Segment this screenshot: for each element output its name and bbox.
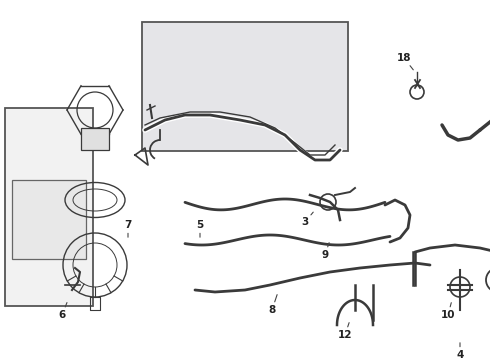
Text: 5: 5 bbox=[196, 220, 204, 237]
Text: 8: 8 bbox=[269, 294, 277, 315]
Text: 14: 14 bbox=[0, 359, 1, 360]
Bar bbox=[12, 180, 86, 259]
Text: 6: 6 bbox=[58, 302, 67, 320]
Text: 2: 2 bbox=[0, 359, 1, 360]
Text: 4: 4 bbox=[456, 343, 464, 360]
Bar bbox=[142, 22, 348, 151]
Text: 12: 12 bbox=[338, 323, 352, 340]
Text: 9: 9 bbox=[321, 243, 329, 260]
Text: 15: 15 bbox=[0, 359, 1, 360]
Text: 16: 16 bbox=[0, 359, 1, 360]
Bar bbox=[5, 108, 93, 306]
Text: 11: 11 bbox=[0, 359, 1, 360]
Text: 1: 1 bbox=[0, 359, 1, 360]
Text: 13: 13 bbox=[0, 359, 1, 360]
Text: 17: 17 bbox=[0, 359, 1, 360]
Text: 7: 7 bbox=[124, 220, 132, 237]
Text: 3: 3 bbox=[301, 212, 313, 227]
Text: 10: 10 bbox=[441, 303, 455, 320]
Text: 18: 18 bbox=[397, 53, 413, 70]
Bar bbox=[81, 128, 109, 150]
